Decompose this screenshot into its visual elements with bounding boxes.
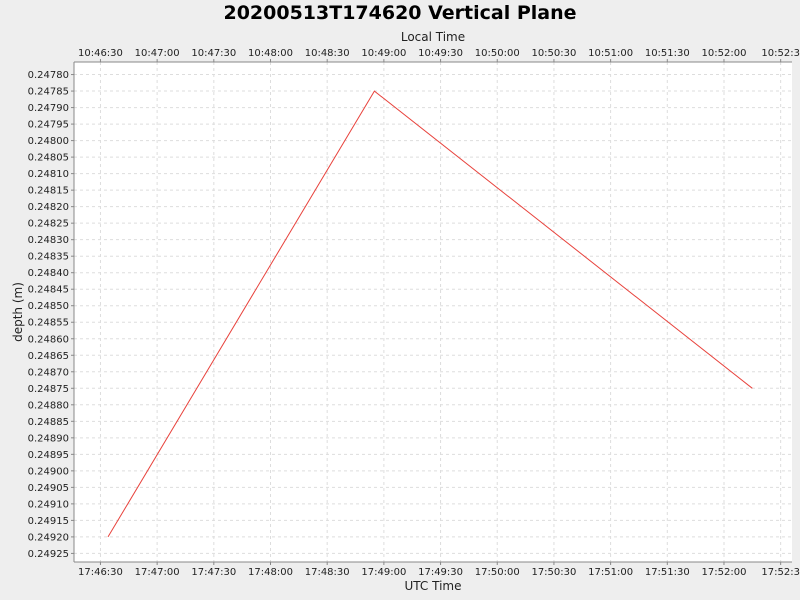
x-tick-label-bottom: 17:49:00 (361, 567, 406, 578)
series-group (107, 90, 753, 538)
y-tick-label: 0.24825 (28, 219, 69, 230)
x-tick-label-top: 10:49:30 (418, 48, 463, 59)
x-tick-label-top: 10:51:00 (588, 48, 633, 59)
x-axis-label: UTC Time (405, 579, 462, 593)
y-tick-label: 0.24905 (28, 483, 69, 494)
chart-title: 20200513T174620 Vertical Plane (223, 2, 576, 24)
y-tick-label: 0.24910 (28, 499, 69, 510)
y-tick-label: 0.24800 (28, 136, 69, 147)
y-tick-label: 0.24915 (28, 516, 69, 527)
x-tick-label-bottom: 17:49:30 (418, 567, 463, 578)
grid-lines (74, 62, 792, 562)
x-tick-label-bottom: 17:52:00 (702, 567, 747, 578)
y-tick-label: 0.24785 (28, 87, 69, 98)
y-axis-label: depth (m) (11, 282, 25, 342)
x-tick-label-top: 10:46:30 (78, 48, 123, 59)
x-tick-label-top: 10:50:30 (531, 48, 576, 59)
top-tick-labels: 10:46:30 10:47:00 10:47:30 10:48:00 10:48:30… (78, 48, 800, 62)
y-tick-label: 0.24815 (28, 186, 69, 197)
x-tick-label-bottom: 17:51:00 (588, 567, 633, 578)
y-tick-label: 0.24870 (28, 367, 69, 378)
x-tick-label-top: 10:49:00 (361, 48, 406, 59)
y-tick-label: 0.24820 (28, 202, 69, 213)
y-tick-label: 0.24805 (28, 153, 69, 164)
x-tick-label-top: 10:48:00 (248, 48, 293, 59)
y-tick-label: 0.24830 (28, 235, 69, 246)
x-tick-label-top: 10:47:30 (191, 48, 236, 59)
x-tick-label-bottom: 17:47:30 (191, 567, 236, 578)
plot-area (74, 62, 792, 562)
y-tick-label: 0.24885 (28, 417, 69, 428)
y-tick-label: 0.24810 (28, 169, 69, 180)
x-tick-label-bottom: 17:50:30 (531, 567, 576, 578)
y-tick-label: 0.24855 (28, 318, 69, 329)
top-axis-label: Local Time (401, 30, 465, 44)
x-tick-label-top: 10:50:00 (475, 48, 520, 59)
x-tick-label-bottom: 17:52:3 (761, 567, 800, 578)
x-tick-label-top: 10:47:00 (135, 48, 180, 59)
y-tick-label: 0.24900 (28, 466, 69, 477)
y-tick-label: 0.24850 (28, 301, 69, 312)
bottom-tick-labels: 17:46:30 17:47:00 17:47:30 17:48:00 17:48:30… (78, 562, 800, 578)
x-tick-label-bottom: 17:50:00 (475, 567, 520, 578)
y-tick-label: 0.24890 (28, 433, 69, 444)
y-tick-label: 0.24845 (28, 285, 69, 296)
series-line (107, 90, 753, 538)
y-tick-label: 0.24790 (28, 103, 69, 114)
x-tick-label-bottom: 17:48:30 (305, 567, 350, 578)
x-tick-label-top: 10:52:3 (761, 48, 800, 59)
y-tick-labels: 0.24780 0.24785 0.24790 0.24795 0.24800 0.248… (28, 70, 74, 560)
y-tick-label: 0.24925 (28, 549, 69, 560)
y-tick-label: 0.24840 (28, 268, 69, 279)
y-tick-label: 0.24780 (28, 70, 69, 81)
y-tick-label: 0.24835 (28, 252, 69, 263)
x-tick-label-bottom: 17:46:30 (78, 567, 123, 578)
y-tick-label: 0.24880 (28, 400, 69, 411)
y-tick-label: 0.24875 (28, 384, 69, 395)
y-tick-label: 0.24895 (28, 450, 69, 461)
x-tick-label-bottom: 17:51:30 (645, 567, 690, 578)
y-tick-label: 0.24920 (28, 532, 69, 543)
y-tick-label: 0.24795 (28, 120, 69, 131)
x-tick-label-top: 10:51:30 (645, 48, 690, 59)
y-tick-label: 0.24860 (28, 334, 69, 345)
x-tick-label-bottom: 17:47:00 (135, 567, 180, 578)
x-tick-label-bottom: 17:48:00 (248, 567, 293, 578)
y-tick-label: 0.24865 (28, 351, 69, 362)
x-tick-label-top: 10:52:00 (702, 48, 747, 59)
x-tick-label-top: 10:48:30 (305, 48, 350, 59)
